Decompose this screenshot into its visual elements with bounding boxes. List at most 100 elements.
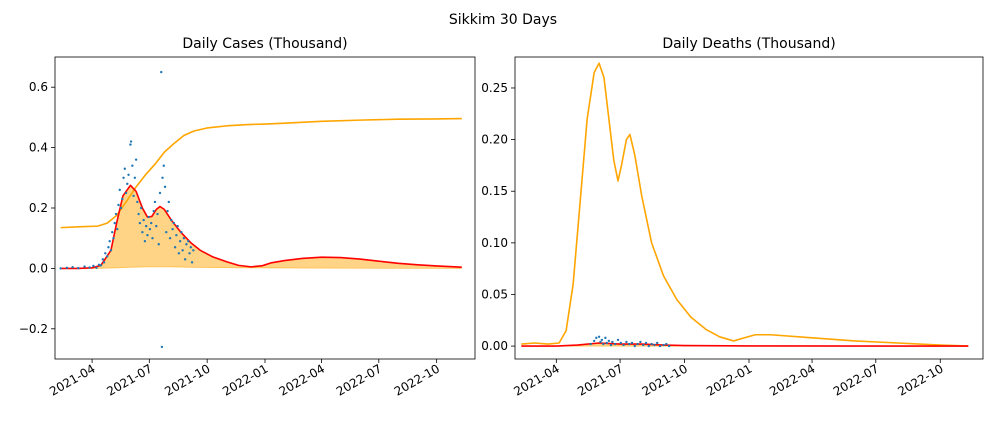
scatter-point: [656, 341, 659, 345]
scatter-point: [662, 343, 665, 347]
y-tick-label: 0.05: [481, 287, 508, 301]
scatter-point: [147, 215, 150, 219]
scatter-point: [180, 230, 183, 234]
panel-title: Daily Cases (Thousand): [182, 36, 347, 52]
scatter-point: [158, 191, 162, 195]
scatter-point: [592, 339, 596, 343]
y-tick-label: 0.2: [29, 201, 48, 215]
scatter-point: [131, 164, 134, 167]
scatter-point: [95, 266, 98, 269]
scatter-point: [107, 246, 110, 249]
scatter-point: [127, 173, 130, 176]
scatter-point: [148, 227, 152, 231]
scatter-point: [185, 243, 188, 246]
scatter-point: [600, 338, 604, 342]
scatter-point: [116, 227, 119, 231]
scatter-point: [109, 249, 113, 252]
scatter-point: [141, 230, 144, 234]
scatter-point: [155, 224, 158, 228]
scatter-point: [88, 266, 91, 269]
scatter-point: [650, 342, 653, 346]
scatter-point: [633, 344, 636, 348]
scatter-point: [112, 237, 115, 240]
scatter-point: [613, 342, 617, 346]
confidence-band: [60, 185, 462, 269]
scatter-point: [658, 344, 662, 348]
scatter-point: [611, 340, 614, 344]
scatter-point: [160, 70, 163, 74]
scatter-point: [173, 246, 177, 249]
scatter-point: [171, 227, 174, 231]
orange-series-line: [60, 117, 462, 229]
scatter-point: [622, 343, 625, 347]
red-series-line: [60, 184, 462, 270]
scatter-point: [59, 267, 62, 270]
scatter-point: [630, 341, 634, 345]
scatter-point: [111, 230, 114, 234]
scatter-point: [667, 344, 671, 348]
scatter-point: [133, 176, 137, 179]
scatter-point: [604, 336, 607, 340]
scatter-point: [175, 233, 178, 237]
scatter-point: [619, 341, 622, 345]
scatter-point: [170, 218, 173, 222]
scatter-point: [177, 252, 181, 255]
scatter-point: [134, 158, 138, 161]
y-tick-label: 0.20: [481, 133, 508, 147]
scatter-point: [114, 212, 118, 216]
red-series-line: [521, 342, 969, 347]
plot-area: [521, 62, 969, 348]
scatter-point: [176, 224, 179, 228]
scatter-point: [602, 342, 605, 346]
scatter-point: [190, 261, 194, 264]
scatter-point: [172, 221, 176, 225]
scatter-point: [99, 264, 103, 267]
scatter-point: [189, 246, 193, 249]
scatter-point: [143, 240, 147, 243]
y-tick-label: 0.0: [29, 261, 48, 275]
panel-title: Daily Deaths (Thousand): [662, 36, 835, 52]
scatter-point: [117, 203, 120, 207]
scatter-point: [653, 343, 656, 347]
y-tick-label: 0.10: [481, 236, 508, 250]
scatter-point: [595, 336, 598, 340]
scatter-point: [136, 200, 139, 204]
scatter-point: [647, 344, 651, 348]
scatter-point: [665, 342, 668, 346]
y-tick-label: 0.15: [481, 184, 508, 198]
scatter-point: [153, 200, 157, 204]
scatter-point: [636, 342, 639, 346]
scatter-point: [102, 261, 106, 264]
confidence-band: [521, 342, 969, 347]
scatter-point: [65, 266, 69, 269]
scatter-point: [182, 237, 186, 240]
scatter-point: [129, 143, 132, 146]
scatter-point: [183, 258, 187, 261]
scatter-point: [168, 237, 172, 240]
y-tick-label: −0.2: [19, 322, 48, 336]
scatter-point: [77, 266, 80, 270]
scatter-point: [129, 140, 133, 143]
orange-series-line: [521, 62, 969, 347]
scatter-point: [151, 237, 154, 240]
scatter-point: [188, 252, 191, 255]
scatter-point: [92, 264, 95, 268]
scatter-point: [97, 263, 101, 266]
scatter-point: [625, 340, 628, 344]
scatter-point: [137, 212, 140, 216]
scatter-point: [123, 167, 126, 170]
scatter-point: [156, 212, 159, 216]
scatter-point: [165, 230, 168, 234]
scatter-point: [162, 164, 165, 167]
y-tick-label: 0.00: [481, 339, 508, 353]
scatter-point: [146, 233, 149, 237]
scatter-point: [139, 206, 143, 210]
scatter-point: [616, 338, 620, 342]
scatter-point: [71, 265, 74, 269]
scatter-point: [121, 197, 124, 201]
scatter-point: [605, 341, 608, 345]
scatter-point: [142, 218, 145, 222]
scatter-point: [597, 335, 601, 338]
scatter-point: [119, 206, 123, 210]
